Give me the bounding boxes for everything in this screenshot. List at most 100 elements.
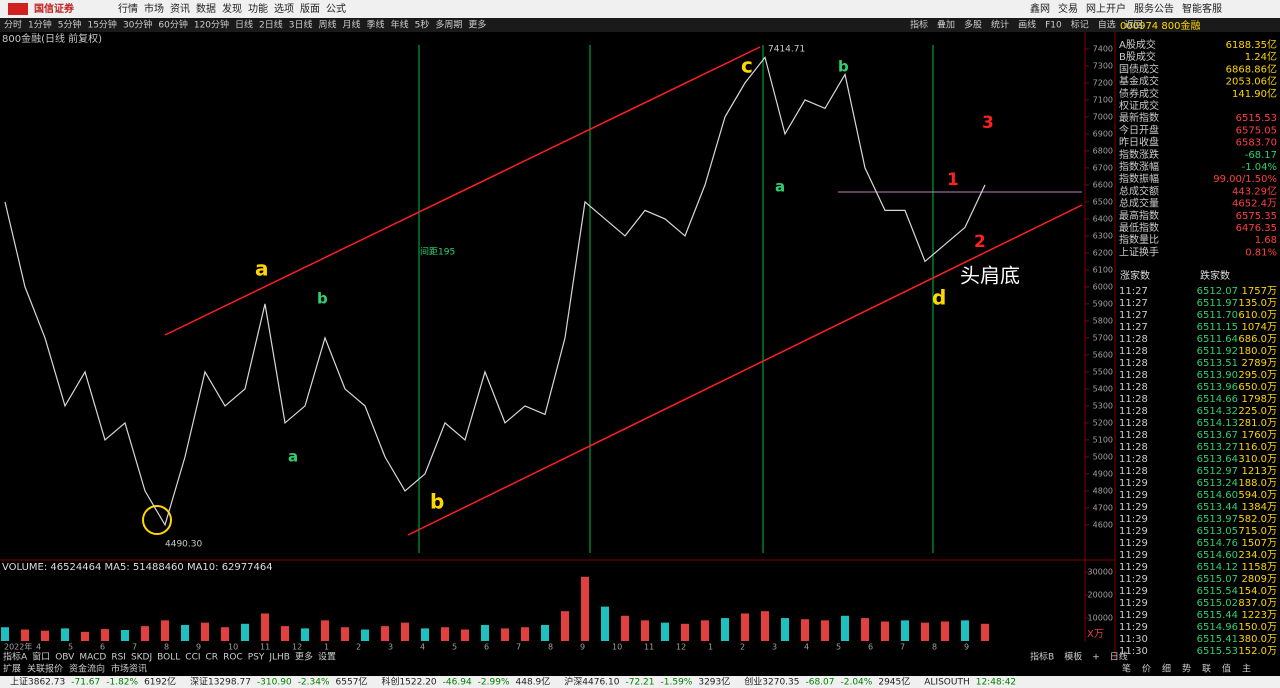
x-tick-label: 2	[356, 643, 361, 652]
panel-tab[interactable]: 势	[1182, 663, 1191, 675]
period-tab[interactable]: 3日线	[289, 19, 313, 31]
panel-tab[interactable]: 细	[1162, 663, 1171, 675]
sub-tab[interactable]: 扩展	[3, 663, 21, 675]
menu-item[interactable]: 功能	[248, 2, 268, 15]
trade-time: 11:27	[1119, 298, 1148, 309]
panel-tab[interactable]: 主	[1242, 663, 1251, 675]
top-link[interactable]: 交易	[1058, 2, 1078, 15]
indicator-tab[interactable]: MACD	[79, 653, 106, 663]
indicator-tab[interactable]: BOLL	[157, 653, 180, 663]
top-link[interactable]: 鑫网	[1030, 2, 1050, 15]
period-tab[interactable]: 日线	[235, 19, 253, 31]
x-tick-label: 3	[388, 643, 393, 652]
x-tick-label: 4	[420, 643, 425, 652]
panel-tab[interactable]: 笔	[1122, 663, 1131, 675]
indicator-tab[interactable]: 模板	[1064, 651, 1082, 663]
indicator-tab[interactable]: 日线	[1110, 651, 1128, 663]
trade-time: 11:29	[1119, 598, 1148, 609]
period-tab[interactable]: 多周期	[435, 19, 462, 31]
menu-item[interactable]: 市场	[144, 2, 164, 15]
tool-button[interactable]: 画线	[1018, 19, 1036, 31]
trade-price: 6514.32	[1197, 406, 1238, 417]
indicator-tab[interactable]: JLHB	[268, 653, 290, 663]
trade-time: 11:28	[1119, 394, 1148, 405]
volume-bar	[141, 626, 149, 641]
menu-item[interactable]: 资讯	[170, 3, 190, 15]
menu-item[interactable]: 数据	[196, 2, 216, 15]
trade-volume: 295.0万	[1238, 370, 1277, 381]
tool-button[interactable]: 指标	[910, 19, 928, 31]
top-link[interactable]: 服务公告	[1134, 2, 1174, 15]
quote-value: 1.68	[1255, 235, 1277, 246]
period-tab[interactable]: 15分钟	[87, 19, 116, 31]
indicator-tab[interactable]: RSI	[111, 653, 126, 663]
period-tab[interactable]: 120分钟	[194, 19, 229, 31]
trade-volume: 154.0万	[1238, 586, 1277, 597]
tool-button[interactable]: 统计	[991, 19, 1009, 31]
period-tab[interactable]: 月线	[343, 19, 361, 31]
sub-tab[interactable]: 市场资讯	[111, 663, 147, 675]
indicator-tab[interactable]: 指标A	[3, 651, 28, 663]
indicator-tab[interactable]: ROC	[223, 653, 243, 663]
volume-bar	[781, 618, 789, 641]
trade-price: 6514.96	[1197, 622, 1238, 633]
panel-tab[interactable]: 值	[1222, 663, 1231, 675]
trade-time: 11:27	[1119, 310, 1148, 321]
indicator-tab[interactable]: +	[1092, 653, 1100, 663]
period-tab[interactable]: 周线	[319, 19, 337, 31]
indicator-tab[interactable]: SKDJ	[131, 653, 152, 663]
tool-button[interactable]: 自选	[1098, 19, 1116, 31]
period-tab[interactable]: 更多	[468, 19, 486, 31]
period-tab[interactable]: 季线	[367, 19, 385, 31]
period-tab[interactable]: 5秒	[415, 19, 430, 31]
y-tick-label: 6400	[1093, 214, 1113, 223]
period-tab[interactable]: 30分钟	[123, 19, 152, 31]
menu-item[interactable]: 版面	[300, 2, 320, 15]
panel-tab[interactable]: 价	[1142, 664, 1151, 675]
tool-button[interactable]: 返回	[1125, 19, 1143, 31]
quote-value: 0.81%	[1245, 247, 1277, 258]
top-link[interactable]: 网上开户	[1086, 2, 1126, 15]
trade-time: 11:28	[1119, 466, 1148, 477]
trade-price: 6512.07	[1197, 286, 1238, 297]
period-tab[interactable]: 5分钟	[58, 19, 82, 31]
indicator-tab[interactable]: 更多	[295, 651, 313, 663]
sub-tab[interactable]: 关联报价	[27, 663, 63, 675]
top-link[interactable]: 智能客服	[1182, 2, 1222, 15]
period-tab[interactable]: 2日线	[259, 19, 283, 31]
quote-label: 最高指数	[1119, 209, 1159, 222]
period-tab[interactable]: 年线	[391, 19, 409, 31]
period-tab[interactable]: 1分钟	[28, 19, 52, 31]
indicator-tab[interactable]: 窗口	[32, 651, 50, 663]
indicator-tab[interactable]: 设置	[318, 652, 336, 663]
trade-price: 6513.64	[1197, 454, 1238, 465]
indicator-tab[interactable]: CR	[206, 653, 219, 663]
y-tick-label: 30000	[1088, 568, 1113, 577]
trade-volume: 2789万	[1242, 358, 1277, 369]
trade-price: 6511.97	[1197, 298, 1238, 309]
indicator-tab[interactable]: PSY	[248, 653, 265, 663]
tool-button[interactable]: 多股	[964, 19, 982, 31]
period-tab[interactable]: 分时	[4, 19, 22, 31]
indicator-tab[interactable]: 指标B	[1030, 651, 1054, 663]
indicator-tab[interactable]: CCI	[185, 653, 200, 663]
tool-button[interactable]: 标记	[1071, 19, 1089, 31]
volume-bar	[581, 576, 589, 641]
tool-button[interactable]: F10	[1045, 21, 1062, 31]
high-label: 7414.71	[768, 45, 805, 55]
menu-item[interactable]: 选项	[274, 2, 294, 15]
trade-price: 6513.51	[1197, 358, 1238, 369]
volume-bar	[641, 620, 649, 641]
trade-volume: 180.0万	[1238, 346, 1277, 357]
menu-item[interactable]: 公式	[326, 2, 346, 15]
panel-tab[interactable]: 联	[1202, 664, 1211, 675]
menu-item[interactable]: 行情	[118, 2, 138, 15]
tool-button[interactable]: 叠加	[937, 20, 955, 31]
trade-time: 11:30	[1119, 646, 1148, 657]
period-tab[interactable]: 60分钟	[158, 19, 187, 31]
y-tick-label: 7200	[1093, 78, 1113, 87]
indicator-tab[interactable]: OBV	[55, 653, 75, 663]
sub-tab[interactable]: 资金流向	[69, 663, 105, 675]
trade-volume: 1074万	[1242, 322, 1277, 333]
menu-item[interactable]: 发现	[222, 2, 242, 15]
